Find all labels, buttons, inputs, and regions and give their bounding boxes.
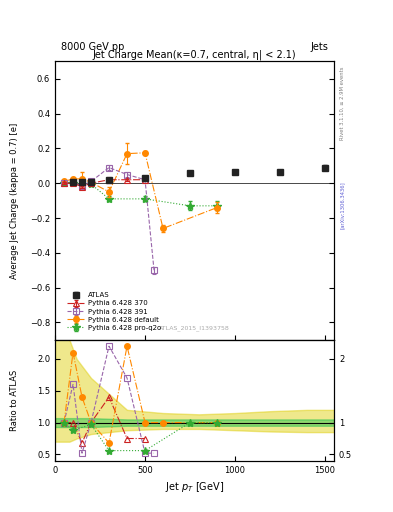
Text: Jets: Jets	[310, 41, 329, 52]
Text: 8000 GeV pp: 8000 GeV pp	[61, 41, 124, 52]
Title: Jet Charge Mean(κ=0.7, central, η| < 2.1): Jet Charge Mean(κ=0.7, central, η| < 2.1…	[93, 49, 296, 60]
Text: ATLAS_2015_I1393758: ATLAS_2015_I1393758	[159, 326, 230, 331]
Y-axis label: Average Jet Charge (kappa = 0.7) [e]: Average Jet Charge (kappa = 0.7) [e]	[10, 122, 19, 279]
Text: Rivet 3.1.10, ≥ 2.9M events: Rivet 3.1.10, ≥ 2.9M events	[340, 67, 345, 140]
Y-axis label: Ratio to ATLAS: Ratio to ATLAS	[10, 370, 19, 431]
Legend: ATLAS, Pythia 6.428 370, Pythia 6.428 391, Pythia 6.428 default, Pythia 6.428 pr: ATLAS, Pythia 6.428 370, Pythia 6.428 39…	[64, 290, 164, 333]
X-axis label: Jet $p_T$ [GeV]: Jet $p_T$ [GeV]	[165, 480, 224, 494]
Text: [arXiv:1306.3436]: [arXiv:1306.3436]	[340, 181, 345, 229]
